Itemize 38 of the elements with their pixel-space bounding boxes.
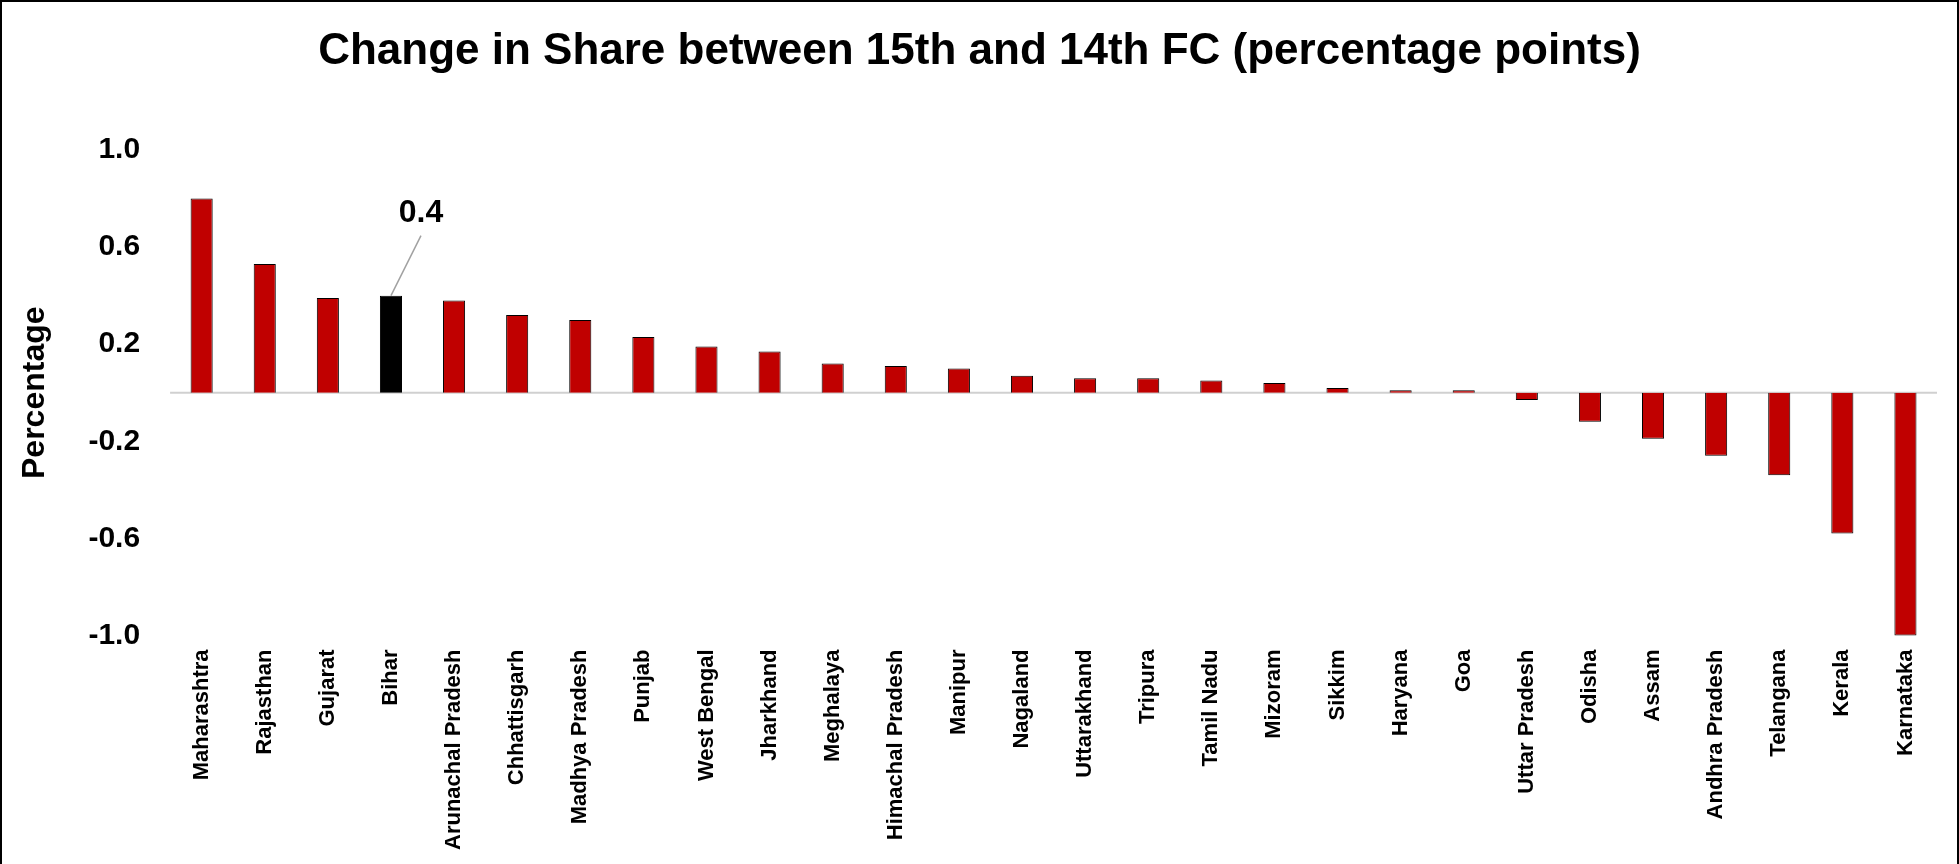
x-tick-label: Tripura [1134, 648, 1160, 725]
x-tick-label: Meghalaya [818, 648, 844, 762]
y-tick-label: 0.6 [98, 228, 141, 262]
x-tick-label: Chhattisgarh [503, 649, 529, 786]
x-tick-label: Maharashtra [187, 648, 213, 781]
x-tick-label: Assam [1639, 649, 1665, 722]
x-tick-label: Karnataka [1891, 648, 1917, 756]
x-tick-label: Jharkhand [755, 649, 781, 761]
x-tick-label: Uttarakhand [1071, 649, 1097, 778]
x-tick-label: Rajasthan [250, 649, 276, 755]
x-tick-label: Madhya Pradesh [566, 649, 592, 825]
data-label: 0.4 [398, 193, 444, 230]
x-tick-label: Manipur [944, 649, 970, 736]
x-tick-label: Nagaland [1008, 649, 1034, 749]
y-tick-label: 0.2 [98, 325, 141, 359]
x-tick-label: Uttar Pradesh [1512, 649, 1538, 794]
x-tick-label: Himachal Pradesh [881, 649, 907, 841]
x-tick-label: Andhra Pradesh [1702, 649, 1728, 820]
x-tick-label: Mizoram [1260, 649, 1286, 739]
x-tick-label: Gujarat [313, 648, 339, 727]
x-tick-label: Bihar [377, 649, 403, 706]
x-tick-label: West Bengal [692, 649, 718, 782]
chart-title: Change in Share between 15th and 14th FC (percentage points) [317, 24, 1642, 74]
y-tick-label: 1.0 [98, 131, 141, 165]
x-tick-label: Telangana [1765, 648, 1791, 757]
x-tick-label: Arunachal Pradesh [440, 649, 466, 850]
y-tick-label: -0.2 [88, 422, 141, 456]
x-tick-label: Haryana [1386, 648, 1412, 737]
x-tick-label: Goa [1449, 648, 1475, 693]
y-tick-label: -1.0 [88, 616, 141, 650]
bar [379, 295, 402, 393]
y-axis-title: Percentage [15, 306, 52, 480]
x-tick-label: Odisha [1575, 648, 1601, 725]
x-tick-label: Sikkim [1323, 649, 1349, 721]
y-tick-label: -0.6 [88, 519, 141, 553]
x-tick-label: Tamil Nadu [1197, 649, 1223, 767]
x-tick-label: Punjab [629, 649, 655, 723]
x-tick-label: Kerala [1828, 648, 1854, 717]
